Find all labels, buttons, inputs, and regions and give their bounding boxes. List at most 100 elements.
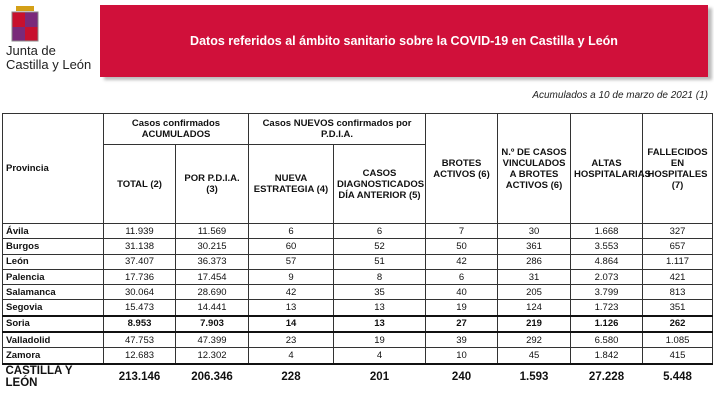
value-cell: 19 [425,299,499,317]
value-cell: 6 [425,268,499,286]
value-cell: 17.736 [103,268,176,286]
value-cell: 12.302 [175,347,249,365]
value-cell: 1.126 [570,314,644,334]
value-cell: 47.399 [175,331,249,349]
logo-shield [11,6,39,42]
total-cell: 201 [333,362,426,389]
value-cell: 1.085 [642,331,714,349]
province-cell: Segovia [2,299,104,317]
total-label: CASTILLA Y LEÓN [2,362,104,389]
value-cell: 35 [332,284,427,301]
column-header: POR P.D.I.A. (3) [175,144,249,224]
column-header: TOTAL (2) [103,144,176,224]
table-row: Segovia 15.473 14.441 13 13 19 124 1.723 351 [2,299,714,317]
value-cell: 1.117 [642,253,714,270]
value-cell: 28.690 [175,284,249,301]
value-cell: 262 [642,314,714,334]
subtitle: Acumulados a 10 de marzo de 2021 (1) [532,90,708,101]
value-cell: 205 [497,284,572,301]
table-row: Salamanca 30.064 28.690 42 35 40 205 3.799 813 [2,284,714,301]
value-cell: 27 [425,314,499,334]
value-cell: 4 [332,347,427,365]
province-cell: Salamanca [2,284,104,301]
value-cell: 13 [332,314,427,334]
data-table: Provincia Casos confirmados ACUMULADOS C… [2,113,714,389]
value-cell: 47.753 [103,331,176,349]
banner: Datos referidos al ámbito sanitario sobr… [100,5,708,77]
value-cell: 45 [497,347,572,365]
table-row: León 37.407 36.373 57 51 42 286 4.864 1.117 [2,253,714,270]
column-header: FALLECIDOS EN HOSPITALES (7) [642,113,714,224]
value-cell: 11.939 [103,222,176,240]
value-cell: 14 [248,314,334,334]
column-header: ALTAS HOSPITALARIAS [570,113,651,224]
table-row: Palencia 17.736 17.454 9 8 6 31 2.073 421 [2,268,714,286]
value-cell: 30.215 [175,238,249,255]
value-cell: 17.454 [175,268,249,286]
value-cell: 6 [332,222,427,240]
value-cell: 7 [425,222,499,240]
province-cell: Zamora [2,347,104,365]
total-cell: 228 [248,362,334,389]
province-cell: León [2,253,104,270]
value-cell: 1.842 [570,347,644,365]
value-cell: 57 [248,253,334,270]
value-cell: 3.799 [570,284,644,301]
value-cell: 351 [642,299,714,317]
total-cell: 206.346 [175,362,249,389]
value-cell: 2.073 [570,268,644,286]
value-cell: 8 [332,268,427,286]
column-header: N.º DE CASOS VINCULADOS A BROTES ACTIVOS… [497,113,572,224]
table-row: Valladolid 47.753 47.399 23 19 39 292 6.580 1.08… [2,331,714,349]
value-cell: 657 [642,238,714,255]
value-cell: 813 [642,284,714,301]
value-cell: 14.441 [175,299,249,317]
table-row: Zamora 12.683 12.302 4 4 10 45 1.842 415 [2,347,714,365]
value-cell: 13 [248,299,334,317]
value-cell: 51 [332,253,427,270]
value-cell: 327 [642,222,714,240]
logo-line: Castilla y León [6,57,92,72]
value-cell: 9 [248,268,334,286]
value-cell: 219 [497,314,572,334]
province-cell: Soria [2,314,104,334]
value-cell: 6.580 [570,331,644,349]
column-header: BROTES ACTIVOS (6) [425,113,499,224]
value-cell: 19 [332,331,427,349]
value-cell: 1.668 [570,222,644,240]
value-cell: 39 [425,331,499,349]
value-cell: 23 [248,331,334,349]
value-cell: 42 [248,284,334,301]
total-cell: 1.593 [497,362,571,389]
value-cell: 11.569 [175,222,249,240]
table-row: Burgos 31.138 30.215 60 52 50 361 3.553 657 [2,238,714,255]
column-header: Provincia [2,113,104,224]
value-cell: 6 [248,222,334,240]
group-header: Casos NUEVOS confirmados por P.D.I.A. [247,113,427,145]
value-cell: 30.064 [103,284,176,301]
total-cell: 5.448 [642,362,713,389]
value-cell: 52 [332,238,427,255]
value-cell: 1.723 [570,299,644,317]
value-cell: 4 [248,347,334,365]
logo-line: Junta de [6,43,56,58]
value-cell: 60 [248,238,334,255]
column-header: CASOS DIAGNOSTICADOS DÍA ANTERIOR (5) [332,144,427,224]
table-row: Soria 8.953 7.903 14 13 27 219 1.126 262 [2,314,714,334]
value-cell: 31 [497,268,572,286]
value-cell: 421 [642,268,714,286]
value-cell: 292 [497,331,572,349]
value-cell: 10 [425,347,499,365]
province-cell: Ávila [2,222,104,240]
total-cell: 27.228 [570,362,643,389]
value-cell: 415 [642,347,714,365]
logo-text: Junta de Castilla y León [6,44,91,72]
province-cell: Valladolid [2,331,104,349]
table-row: Ávila 11.939 11.569 6 6 7 30 1.668 327 [2,222,714,240]
value-cell: 286 [497,253,572,270]
total-row: CASTILLA Y LEÓN 213.146 206.346 228 201 240 1.… [2,362,713,389]
title: Datos referidos al ámbito sanitario sobr… [190,34,618,48]
value-cell: 42 [425,253,499,270]
value-cell: 3.553 [570,238,644,255]
